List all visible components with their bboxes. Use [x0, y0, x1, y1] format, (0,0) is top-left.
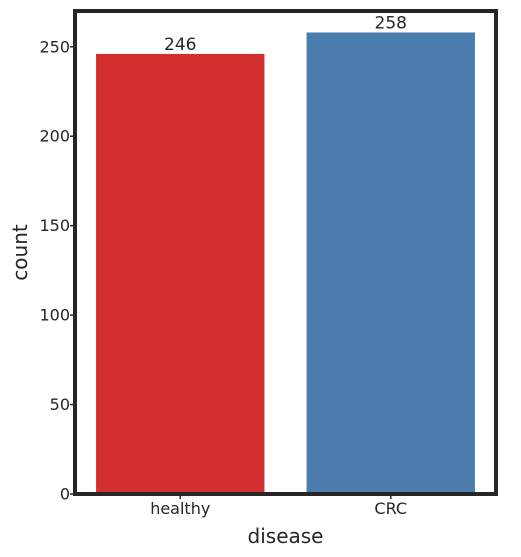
y-tick-label: 100	[39, 306, 70, 325]
bars-group	[96, 32, 475, 494]
x-tick-label: healthy	[150, 499, 210, 518]
y-tick-label: 200	[39, 127, 70, 146]
data-label-healthy: 246	[164, 35, 196, 55]
x-axis-label: disease	[248, 524, 324, 548]
data-labels-group: 246 258	[164, 13, 407, 54]
x-axis-ticks: healthy CRC	[150, 494, 407, 518]
bar-crc	[306, 32, 475, 494]
y-axis-label: count	[8, 224, 32, 281]
y-axis-ticks: 0 50 100 150 200 250	[39, 37, 75, 504]
y-tick-label: 50	[50, 395, 70, 414]
y-tick-label: 150	[39, 216, 70, 235]
y-tick-label: 250	[39, 37, 70, 56]
y-tick-label: 0	[60, 485, 70, 504]
plot-frame	[73, 9, 498, 496]
x-tick-label: CRC	[374, 499, 407, 518]
bar-healthy	[96, 53, 265, 494]
data-label-crc: 258	[375, 13, 407, 33]
